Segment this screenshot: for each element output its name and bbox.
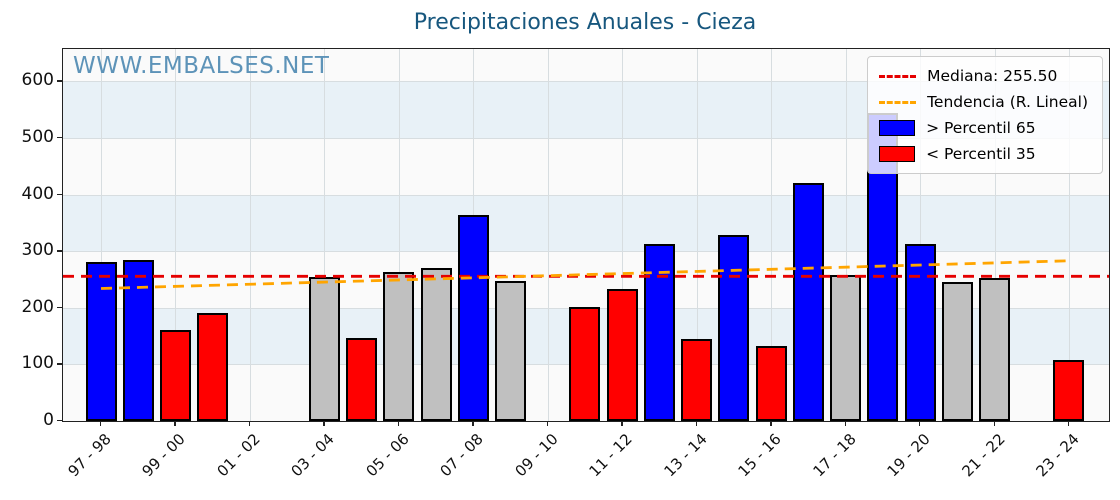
x-tick-mark-01-02	[248, 421, 251, 426]
reference-lines	[63, 259, 1109, 290]
bar-23-24	[1053, 360, 1085, 421]
vgrid-05-06	[398, 49, 400, 421]
legend-item-percentile-high: > Percentil 65	[879, 118, 1088, 138]
y-tick-mark-0	[57, 420, 62, 422]
x-tick-mark-99-00	[174, 421, 176, 426]
legend-median-label: Mediana: 255.50	[927, 67, 1058, 85]
bar-14-15	[718, 235, 750, 421]
x-tick-mark-13-14	[695, 421, 698, 426]
vgrid-17-18	[845, 49, 847, 421]
bar-10-11	[569, 306, 601, 421]
bar-07-08	[457, 215, 489, 421]
vgrid-09-10	[547, 49, 549, 421]
legend-high-label: > Percentil 65	[926, 119, 1036, 137]
vgrid-01-02	[249, 49, 251, 421]
bar-21-22	[979, 277, 1011, 421]
hgrid-400	[63, 194, 1109, 196]
x-tick-mark-03-04	[323, 421, 325, 426]
trend-dashed-line-icon	[879, 100, 917, 104]
bar-17-18	[830, 274, 862, 421]
blue-swatch-icon	[879, 120, 916, 136]
trend-line	[100, 259, 1070, 290]
plot-area: WWW.EMBALSES.NET Mediana: 255.50 Tendenc…	[62, 48, 1110, 422]
bar-19-20	[904, 243, 936, 421]
y-tick-label-500: 500	[21, 126, 54, 147]
legend-low-label: < Percentil 35	[926, 145, 1036, 163]
bar-03-04	[308, 276, 340, 421]
y-tick-mark-400	[57, 193, 62, 195]
chart-title: Precipitaciones Anuales - Cieza	[413, 10, 757, 35]
hgrid-300	[63, 251, 1109, 253]
bar-08-09	[495, 281, 527, 421]
x-tick-mark-97-98	[100, 421, 102, 426]
y-tick-mark-100	[57, 363, 62, 365]
x-tick-mark-11-12	[621, 421, 623, 426]
bar-04-05	[346, 337, 378, 421]
bar-20-21	[941, 281, 973, 421]
legend-item-trend: Tendencia (R. Lineal)	[879, 92, 1088, 112]
y-tick-mark-500	[57, 136, 62, 139]
band-300-400	[63, 194, 1109, 252]
bar-99-00	[159, 330, 191, 421]
x-tick-label-97-98: 97 - 98	[64, 430, 115, 481]
legend-trend-label: Tendencia (R. Lineal)	[927, 93, 1088, 111]
legend: Mediana: 255.50 Tendencia (R. Lineal) > …	[867, 56, 1103, 174]
bar-13-14	[681, 339, 713, 421]
median-dashed-line-icon	[879, 74, 917, 78]
y-tick-label-0: 0	[43, 410, 54, 430]
vgrid-21-22	[994, 49, 996, 421]
x-tick-mark-19-20	[919, 421, 921, 426]
bar-05-06	[383, 271, 415, 421]
hgrid-600	[63, 81, 1109, 83]
x-tick-mark-21-22	[993, 421, 995, 426]
x-tick-mark-23-24	[1067, 421, 1070, 426]
vgrid-99-00	[175, 49, 177, 421]
bar-15-16	[755, 345, 787, 421]
x-tick-mark-15-16	[770, 421, 772, 426]
red-swatch-icon	[879, 146, 916, 162]
x-tick-mark-07-08	[472, 421, 474, 426]
bar-11-12	[606, 288, 638, 421]
watermark: WWW.EMBALSES.NET	[73, 53, 330, 79]
legend-item-percentile-low: < Percentil 35	[879, 144, 1088, 164]
vgrid-97-98	[101, 49, 102, 421]
x-tick-mark-17-18	[844, 421, 846, 426]
y-tick-label-400: 400	[21, 183, 54, 204]
bar-16-17	[792, 183, 824, 421]
vgrid-15-16	[771, 49, 773, 421]
y-tick-mark-600	[57, 80, 62, 82]
y-tick-mark-200	[57, 306, 62, 309]
vgrid-11-12	[622, 49, 624, 421]
y-tick-label-100: 100	[21, 353, 54, 374]
x-tick-mark-05-06	[397, 421, 400, 426]
y-tick-label-300: 300	[21, 240, 54, 261]
x-tick-mark-09-10	[546, 421, 549, 426]
y-tick-label-200: 200	[21, 296, 54, 317]
vgrid-13-14	[696, 49, 698, 421]
bar-00-01	[197, 313, 229, 421]
legend-item-median: Mediana: 255.50	[879, 66, 1088, 86]
y-tick-label-600: 600	[21, 70, 54, 91]
hgrid-500	[63, 137, 1109, 139]
bar-06-07	[420, 268, 452, 421]
vgrid-19-20	[920, 49, 922, 421]
y-tick-mark-300	[57, 250, 62, 252]
vgrid-23-24	[1068, 49, 1070, 421]
vgrid-03-04	[324, 49, 326, 421]
